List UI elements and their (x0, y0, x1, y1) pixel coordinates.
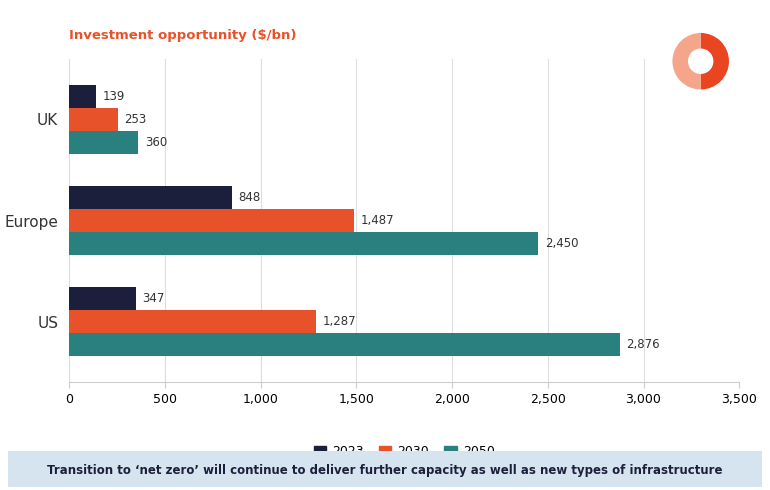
Text: 1,287: 1,287 (323, 315, 356, 328)
Bar (69, 232, 538, 255)
Wedge shape (701, 33, 729, 90)
Wedge shape (672, 33, 701, 90)
Text: 360: 360 (145, 136, 167, 149)
Bar (69, 186, 232, 209)
Text: 848: 848 (238, 191, 260, 204)
Text: 1,487: 1,487 (360, 214, 394, 227)
Text: Transition to ‘net zero’ will continue to deliver further capacity as well as ne: Transition to ‘net zero’ will continue t… (47, 464, 723, 477)
Bar (69, 108, 118, 131)
Bar (69, 287, 136, 310)
Text: 347: 347 (142, 292, 165, 305)
Text: 253: 253 (125, 113, 146, 126)
Text: 139: 139 (102, 90, 125, 103)
Text: Investment opportunity ($/bn): Investment opportunity ($/bn) (69, 29, 296, 42)
Bar (69, 85, 96, 108)
Text: 2,450: 2,450 (545, 237, 578, 250)
Bar (69, 209, 354, 232)
Bar (69, 131, 138, 154)
Text: 2,876: 2,876 (627, 338, 660, 351)
Bar (69, 310, 316, 333)
Bar (69, 333, 620, 356)
Legend: 2023, 2030, 2050: 2023, 2030, 2050 (309, 440, 500, 463)
